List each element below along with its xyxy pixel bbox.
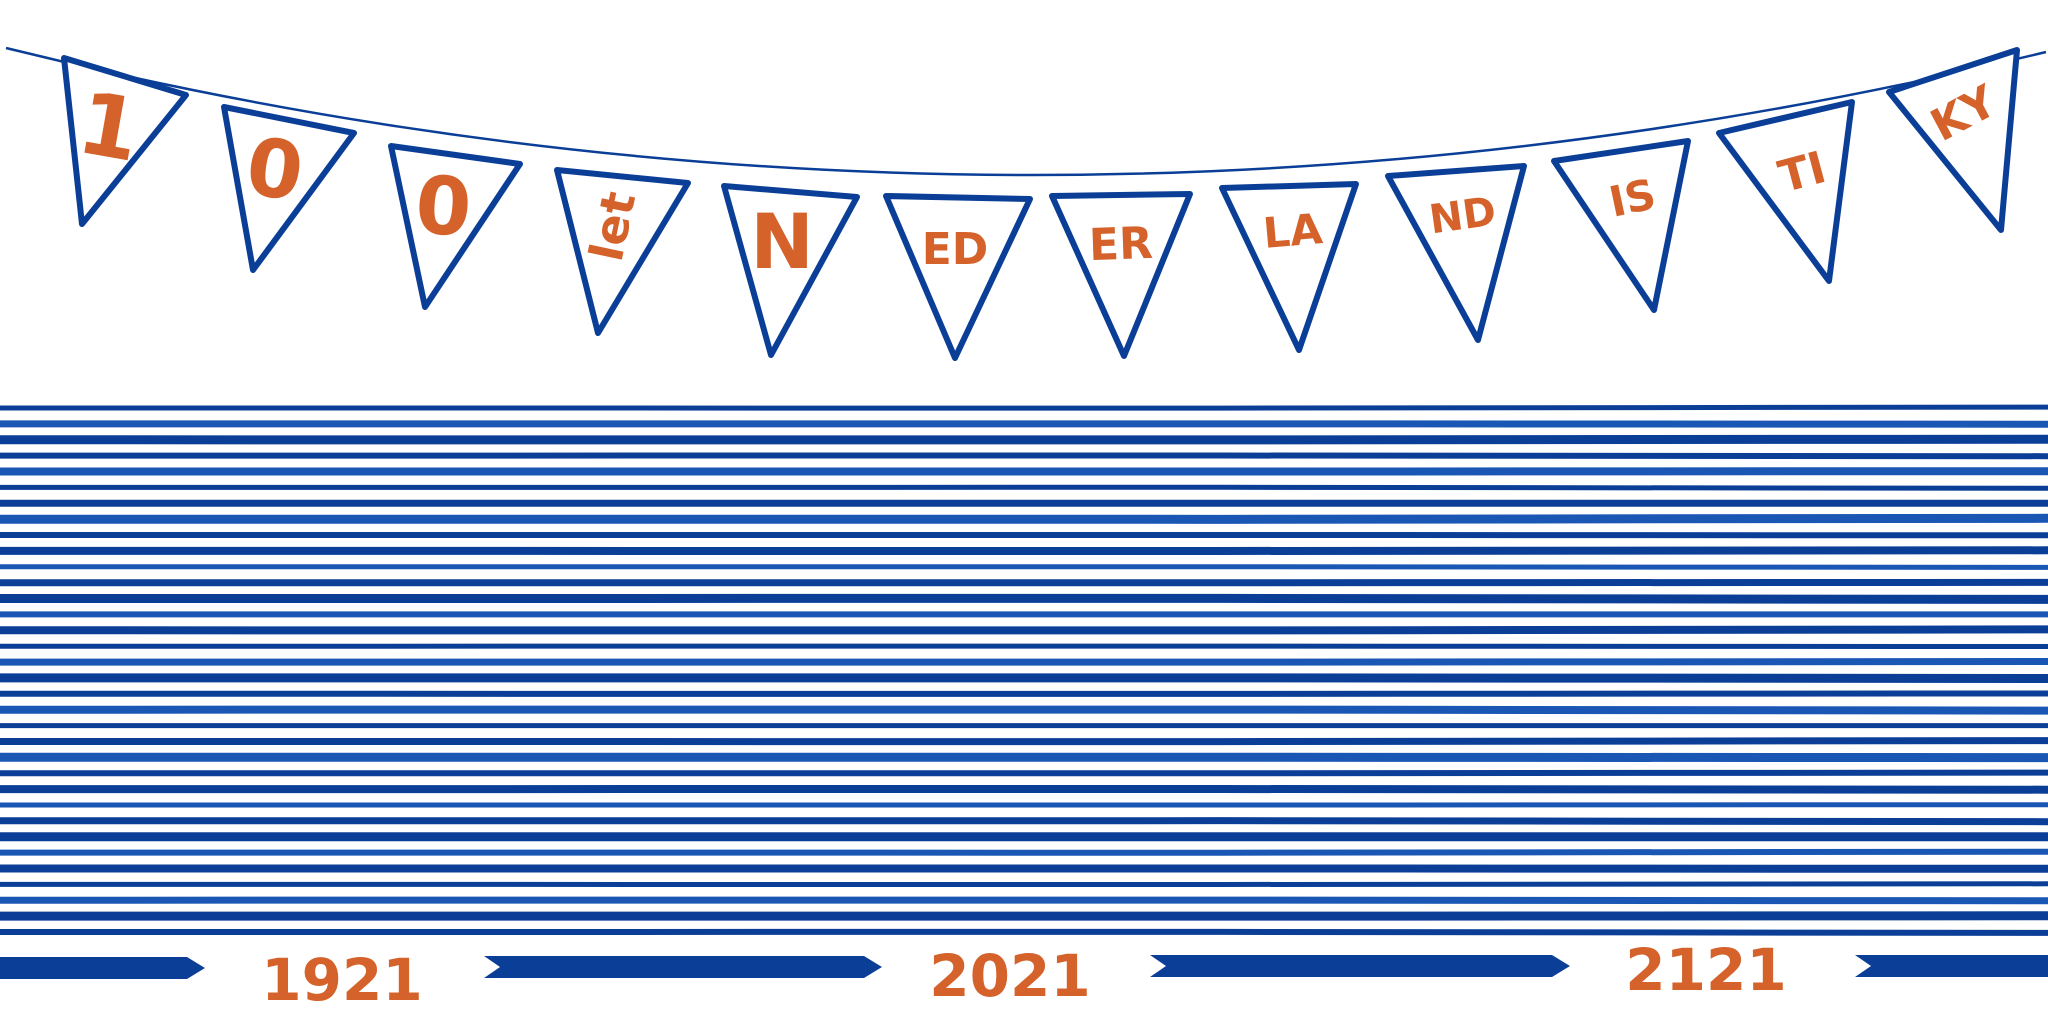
- stripe: [0, 881, 2048, 887]
- stripe: [0, 785, 2048, 794]
- bunting-flag: ND: [1385, 163, 1527, 343]
- flag-pennant: [1716, 99, 1855, 284]
- bunting-flag: KY: [1886, 47, 2020, 233]
- stripe: [0, 434, 2048, 445]
- stripe: [0, 404, 2048, 411]
- stripe: [0, 484, 2048, 491]
- stripe: [0, 564, 2048, 570]
- timeline-arrows: [0, 955, 2048, 979]
- bunting-flag: let: [554, 167, 691, 336]
- year-label-2021: 2021: [929, 942, 1090, 1010]
- flag-pennant: [1219, 181, 1359, 353]
- bunting-flag: LA: [1219, 181, 1359, 353]
- year-label-2121: 2121: [1625, 936, 1786, 1004]
- flag-label: IS: [1605, 169, 1660, 226]
- bunting-flag: ER: [1049, 191, 1193, 359]
- bunting-flag: 1: [61, 55, 189, 227]
- stripe: [0, 817, 2048, 826]
- flag-pennant: [883, 193, 1033, 361]
- bunting-string: [5, 46, 2047, 177]
- bunting-flag: ED: [883, 193, 1033, 361]
- timeline: 1921 2021 2121: [0, 936, 2048, 1014]
- stripe-band: [0, 404, 2048, 936]
- stripe: [0, 928, 2048, 936]
- stripe: [0, 513, 2048, 524]
- flag-label: ED: [922, 224, 989, 275]
- stripe: [0, 452, 2048, 460]
- stripe: [0, 705, 2048, 715]
- flag-label: 0: [241, 120, 309, 220]
- bunting-flag: TI: [1716, 99, 1855, 284]
- flag-label: LA: [1261, 204, 1325, 258]
- stripe: [0, 658, 2048, 666]
- flag-pennant: [221, 104, 357, 273]
- flag-pennant: [388, 143, 523, 310]
- flag-pennant: [1049, 191, 1193, 359]
- stripe: [0, 737, 2048, 746]
- flag-pennant: [721, 183, 860, 358]
- stripe: [0, 673, 2048, 683]
- timeline-arrow-segment: [1150, 955, 1570, 977]
- timeline-arrow-segment: [0, 957, 205, 979]
- stripe: [0, 769, 2048, 777]
- flag-label: N: [750, 197, 814, 286]
- bunting-flag: 0: [221, 104, 357, 273]
- stripe: [0, 546, 2048, 555]
- year-label-1921: 1921: [261, 946, 422, 1014]
- flag-label: 0: [412, 158, 474, 255]
- flag-label: ND: [1427, 189, 1499, 244]
- stripe: [0, 848, 2048, 856]
- bunting-flag: IS: [1551, 138, 1691, 313]
- timeline-arrow-segment: [484, 956, 882, 978]
- flag-pennant: [1886, 47, 2020, 233]
- stripe: [0, 625, 2048, 635]
- timeline-arrow-segment: [1855, 955, 2048, 977]
- stripe: [0, 593, 2048, 604]
- stripe: [0, 896, 2048, 905]
- bunting-flag: 0: [388, 143, 523, 310]
- flag-pennant: [1551, 138, 1691, 313]
- flag-label: ER: [1088, 218, 1154, 271]
- flag-pennant: [61, 55, 189, 227]
- flag-pennant: [554, 167, 691, 336]
- bunting-flag: N: [721, 183, 860, 358]
- flag-pennant: [1385, 163, 1527, 343]
